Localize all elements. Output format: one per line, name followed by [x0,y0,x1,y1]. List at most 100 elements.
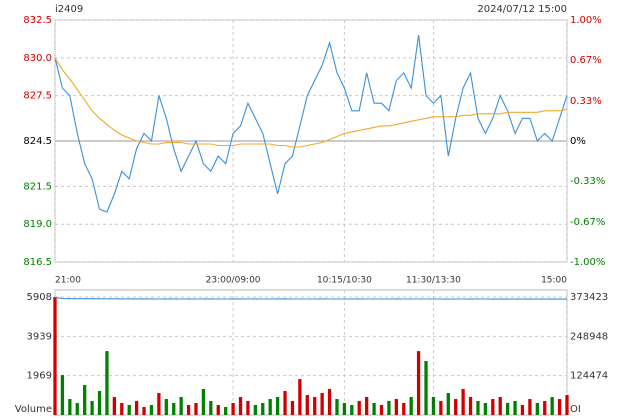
volume-bar [528,399,532,415]
volume-bar [439,401,443,415]
volume-bar [224,407,228,415]
volume-bar [201,389,206,415]
y2-tick-label: 1.00% [570,15,602,26]
volume-bar [231,403,235,415]
volume-bar [83,385,87,415]
volume-bar [209,401,213,415]
volume-bar [68,399,72,415]
y-tick-label: 832.5 [23,15,52,26]
y2-tick-label: 0.33% [570,96,602,107]
volume-bar [327,389,332,415]
y-tick-label: 830.0 [23,53,52,64]
volume-bar [149,405,154,415]
volume-bar [335,399,339,415]
y-tick-label: 1969 [27,371,52,382]
volume-bar [483,403,488,415]
volume-bar [342,403,347,415]
volume-bar [468,397,473,415]
volume-bar [402,403,406,415]
x-tick-label: 11:30/13:30 [406,276,461,286]
volume-bar [90,401,94,415]
volume-bar [409,397,413,415]
y2-tick-label: -1.00% [570,257,605,268]
y2-axis-label: OI [570,404,581,415]
volume-bar [305,395,309,415]
volume-bar [513,401,517,415]
volume-bar [543,401,547,415]
volume-bar [142,407,146,415]
volume-bar [372,403,376,415]
x-tick-label: 21:00 [55,276,81,286]
volume-bar [461,389,465,415]
volume-bar [505,403,510,415]
volume-bar [431,397,436,415]
volume-bar [476,401,480,415]
oi-line [54,296,567,300]
volume-bar [112,397,117,415]
volume-bar [290,401,295,415]
volume-bar [157,393,161,415]
y2-tick-label: 124474 [570,371,608,382]
price-line [54,35,568,213]
volume-bar [394,399,398,415]
volume-bar [268,399,272,415]
volume-bar [216,405,220,415]
y2-tick-label: 0.67% [570,55,602,66]
volume-bar [365,397,369,415]
y-tick-label: 5908 [27,292,52,303]
price-line [54,57,568,148]
volume-bar [379,405,384,415]
volume-bar [498,397,502,415]
volume-bar [454,399,458,415]
volume-bar [164,399,168,415]
volume-bar [53,297,57,415]
volume-bar [320,393,324,415]
y-tick-label: 827.5 [23,91,52,102]
y-tick-label: 816.5 [23,257,52,268]
y2-tick-label: 0% [570,136,586,147]
y2-tick-label: 373423 [570,292,608,303]
volume-bar [357,401,361,415]
chart-title: i2409 [55,4,83,15]
y-tick-label: 819.0 [23,219,52,230]
volume-bar [246,401,250,415]
y2-tick-label: -0.67% [570,217,605,228]
volume-bar [120,403,124,415]
y-tick-label: 3939 [27,331,52,342]
volume-bar [298,379,302,415]
volume-bar [97,391,102,415]
chart-subtitle: 2024/07/12 15:00 [477,4,567,15]
x-tick-label: 15:00 [541,276,567,286]
y-tick-label: 821.5 [23,181,52,192]
volume-bar [179,397,183,415]
volume-bar [238,397,243,415]
y2-tick-label: -0.33% [570,176,605,187]
y-tick-label: 824.5 [23,136,52,147]
volume-bar [565,395,569,415]
volume-bar [557,399,562,415]
volume-bar [275,397,280,415]
volume-bar [550,397,554,415]
volume-bar [186,405,191,415]
volume-bar [105,351,109,415]
volume-bar [253,405,257,415]
volume-bar [387,401,391,415]
volume-bar [127,405,131,415]
volume-bar [283,391,287,415]
volume-bar [261,403,265,415]
volume-bar [75,403,79,415]
volume-bar [60,375,65,415]
volume-bar [416,351,421,415]
plot-frame [54,289,568,416]
volume-bar [520,405,525,415]
volume-bar [194,403,198,415]
volume-bar [134,401,139,415]
volume-bar [313,397,317,415]
volume-bar [350,405,354,415]
x-tick-label: 23:00/09:00 [206,276,261,286]
volume-bar [535,403,539,415]
x-tick-label: 10:15/10:30 [317,276,372,286]
volume-bar [172,403,176,415]
